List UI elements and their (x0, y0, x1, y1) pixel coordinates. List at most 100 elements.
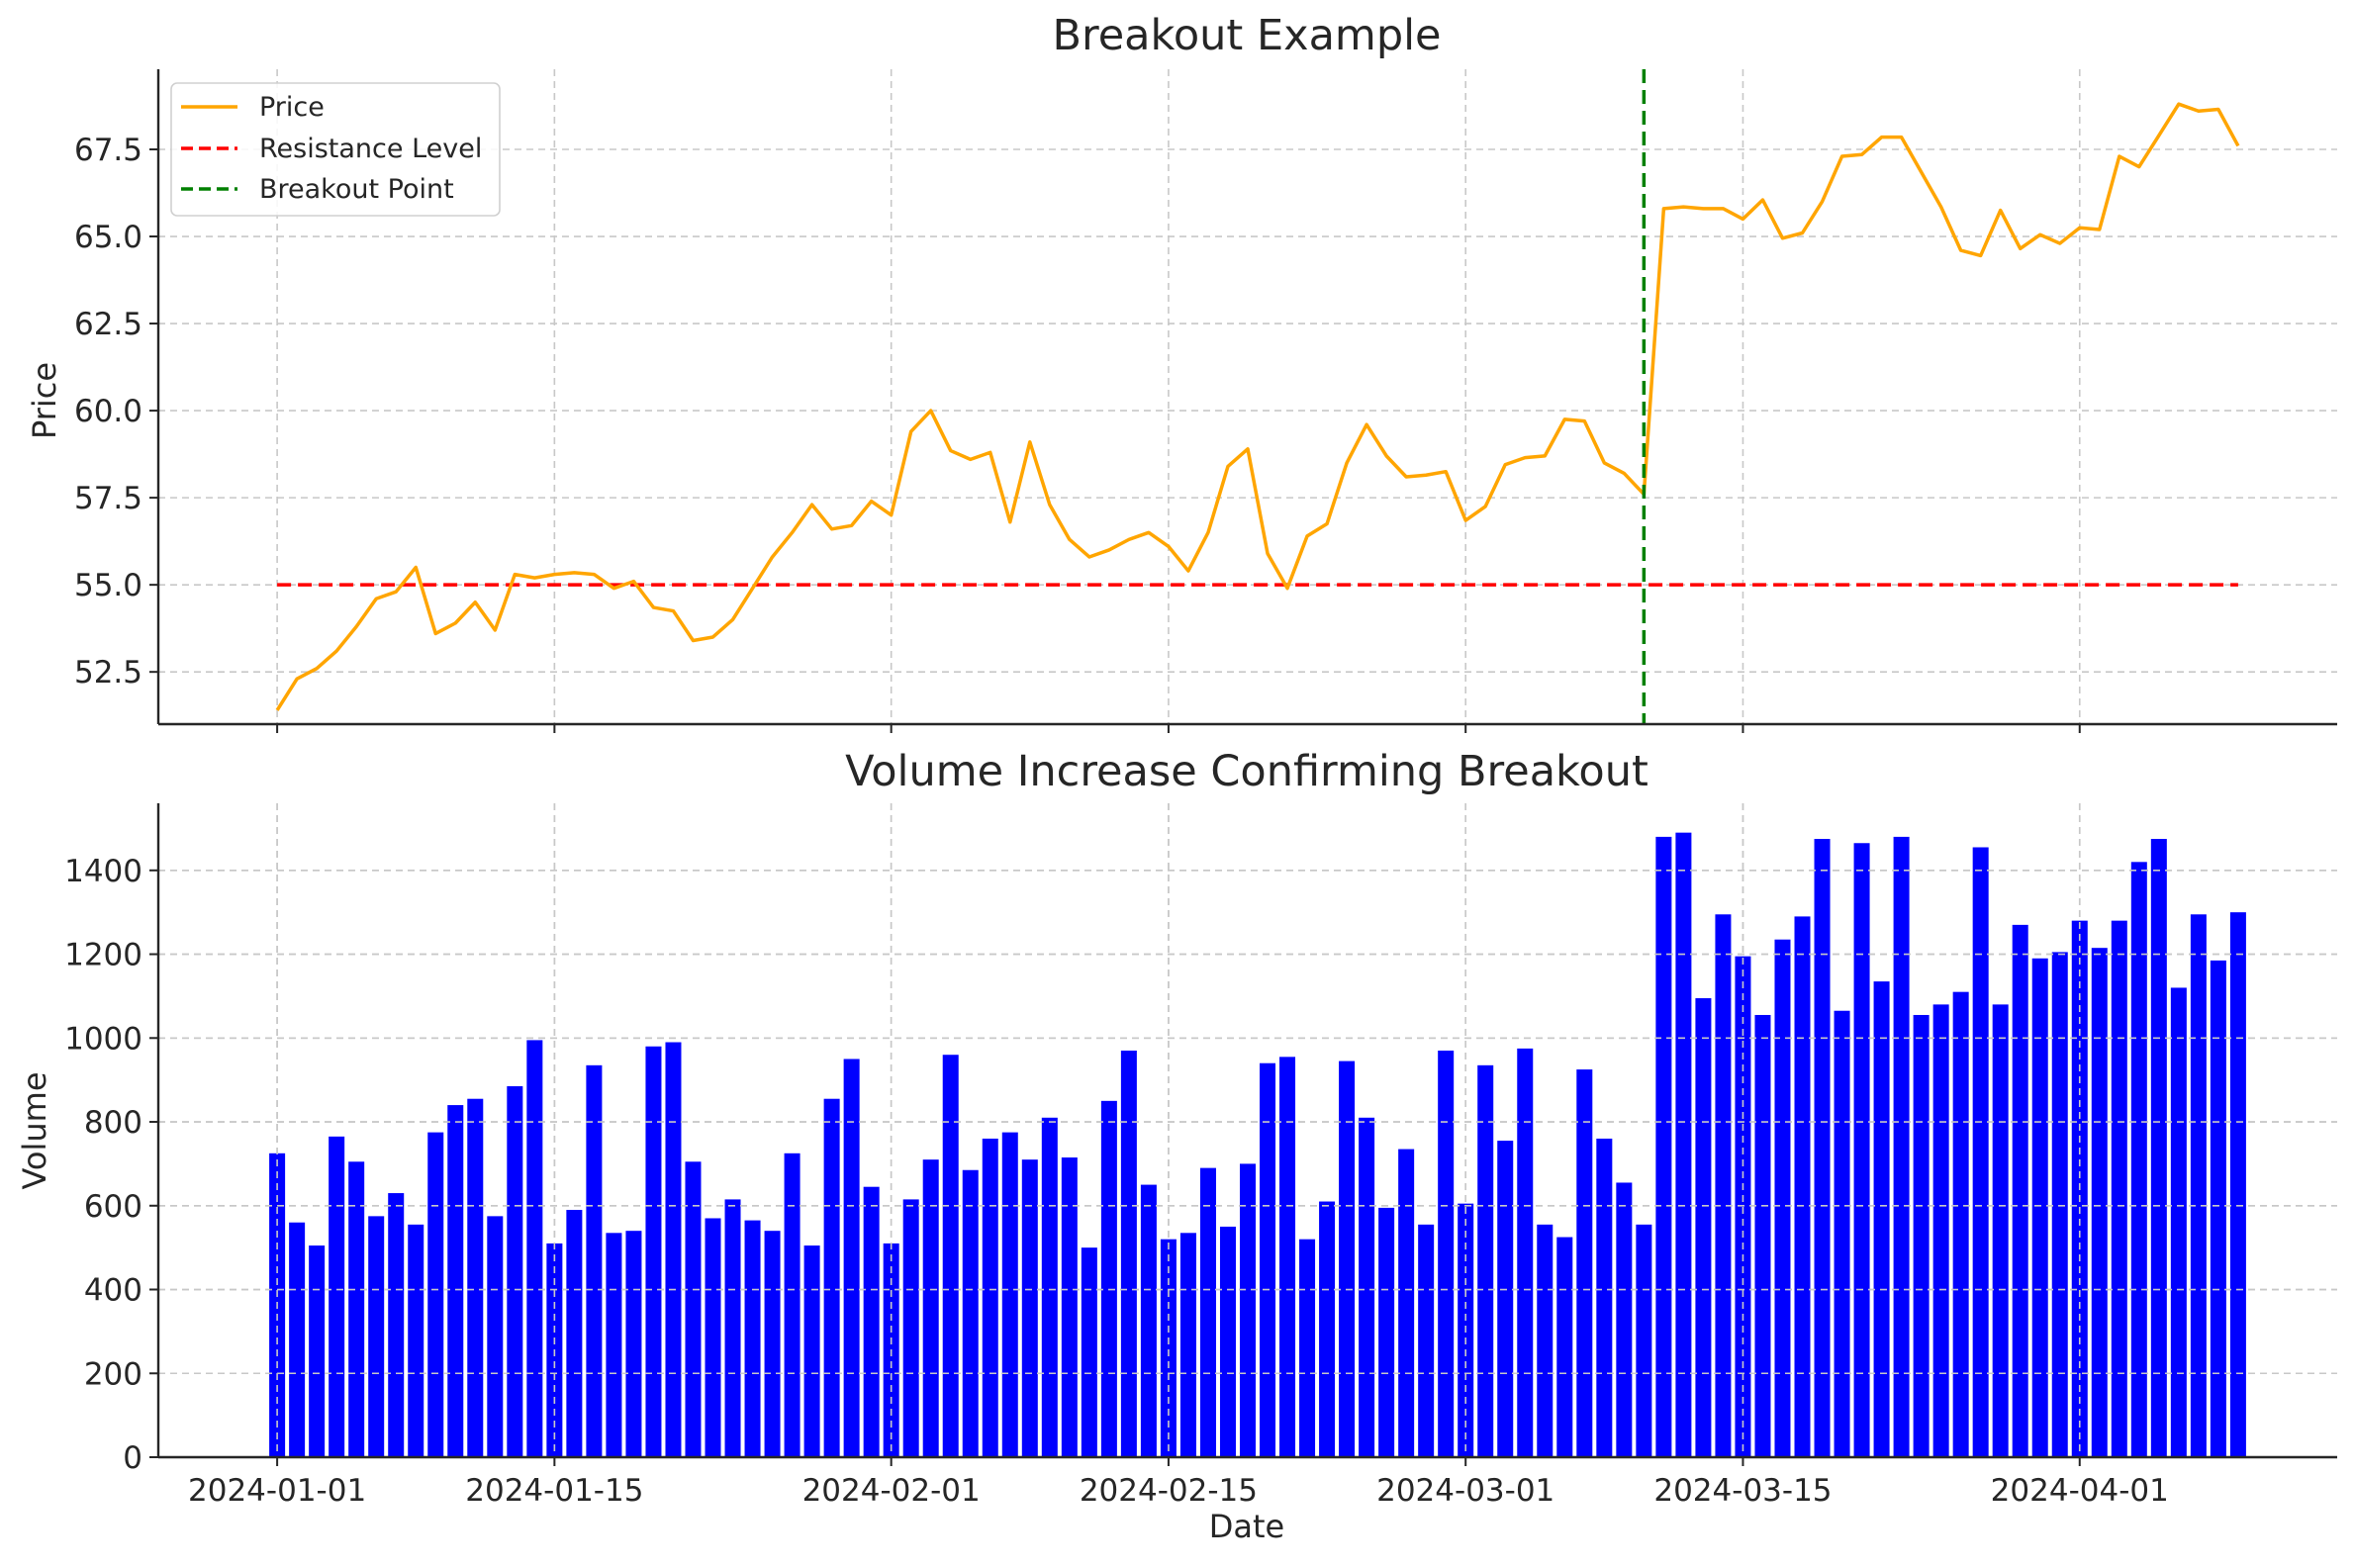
price-line (275, 102, 2240, 711)
volume-bar-74 (1735, 956, 1751, 1457)
legend-entry-breakout: Breakout Point (181, 174, 454, 205)
volume-bar-4 (348, 1161, 365, 1457)
price-axes (156, 69, 2337, 726)
volume-bar-33 (922, 1159, 939, 1457)
volume-bar-68 (1616, 1182, 1633, 1457)
volume-bar-63 (1517, 1048, 1534, 1458)
volume-bar-72 (1695, 998, 1712, 1457)
price-y-tick-label-3: 60.0 (74, 394, 142, 429)
volume-bar-48 (1219, 1226, 1236, 1457)
volume-x-tick-label-6: 2024-04-01 (1991, 1473, 2169, 1509)
price-y-axis-label: Price (26, 362, 63, 439)
volume-x-tick-label-1: 2024-01-15 (465, 1473, 643, 1509)
volume-bar-45 (1160, 1239, 1177, 1457)
volume-bar-98 (2210, 960, 2226, 1457)
volume-bar-24 (744, 1220, 761, 1457)
volume-bar-92 (2091, 948, 2108, 1457)
price-grid (158, 69, 2337, 724)
volume-bar-13 (526, 1040, 543, 1457)
price-y-tick-label-2: 57.5 (74, 481, 142, 516)
volume-x-ticks: 2024-01-01 2024-01-15 2024-02-01 2024-02-15… (188, 1457, 2169, 1509)
volume-bar-75 (1754, 1014, 1771, 1457)
volume-bar-99 (2229, 912, 2246, 1457)
volume-bar-9 (447, 1105, 464, 1457)
price-chart-title: Breakout Example (1052, 11, 1441, 60)
volume-y-tick-label-4: 800 (84, 1105, 142, 1141)
volume-bar-61 (1477, 1064, 1494, 1457)
volume-bar-70 (1655, 836, 1672, 1457)
volume-bar-17 (606, 1233, 622, 1457)
volume-bar-73 (1715, 914, 1732, 1457)
volume-bar-94 (2130, 862, 2147, 1457)
volume-bar-50 (1260, 1062, 1276, 1457)
volume-bar-46 (1179, 1233, 1196, 1457)
volume-y-tick-label-0: 0 (123, 1440, 142, 1476)
volume-bar-97 (2190, 914, 2207, 1457)
volume-bar-8 (427, 1132, 444, 1457)
volume-bar-65 (1556, 1237, 1573, 1457)
volume-bar-53 (1319, 1201, 1336, 1457)
price-y-tick-label-6: 67.5 (74, 133, 142, 168)
volume-bar-86 (1972, 847, 1989, 1457)
volume-bar-3 (329, 1136, 345, 1457)
price-y-ticks: 52.5 55.0 57.5 60.0 62.5 65.0 67.5 (74, 133, 158, 691)
volume-y-tick-label-2: 400 (84, 1273, 142, 1309)
volume-bar-16 (586, 1064, 603, 1457)
legend-frame (170, 82, 501, 217)
volume-bar-40 (1061, 1157, 1078, 1457)
volume-bar-2 (309, 1245, 326, 1457)
volume-bar-90 (2051, 952, 2068, 1457)
volume-bar-89 (2031, 958, 2048, 1457)
volume-bar-64 (1537, 1224, 1554, 1457)
volume-bar-18 (625, 1231, 642, 1457)
volume-bar-28 (823, 1098, 840, 1457)
volume-bar-43 (1120, 1050, 1137, 1457)
volume-bar-26 (784, 1153, 800, 1457)
volume-bar-5 (368, 1216, 385, 1457)
volume-bar-39 (1041, 1117, 1058, 1457)
volume-bar-44 (1140, 1184, 1157, 1457)
volume-bar-95 (2150, 839, 2167, 1457)
volume-bar-76 (1774, 939, 1791, 1457)
volume-bar-23 (724, 1199, 741, 1457)
volume-bar-82 (1893, 836, 1910, 1457)
volume-bar-34 (942, 1055, 959, 1457)
volume-bar-78 (1814, 839, 1831, 1457)
volume-bar-67 (1596, 1138, 1613, 1457)
volume-bar-57 (1398, 1149, 1415, 1457)
volume-bar-93 (2111, 920, 2127, 1457)
volume-bar-71 (1675, 832, 1692, 1457)
volume-bars (269, 832, 2246, 1458)
volume-bar-22 (705, 1218, 721, 1457)
volume-x-tick-label-0: 2024-01-01 (188, 1473, 366, 1509)
legend-label-breakout: Breakout Point (259, 174, 454, 205)
volume-bar-87 (1992, 1004, 2009, 1457)
price-line-layer (275, 102, 2240, 711)
volume-bar-41 (1081, 1247, 1097, 1457)
volume-bar-29 (843, 1059, 860, 1457)
legend-label-price: Price (259, 92, 325, 123)
volume-bar-96 (2170, 987, 2187, 1457)
volume-bar-6 (388, 1193, 405, 1457)
price-y-tick-label-1: 55.0 (74, 568, 142, 603)
price-y-tick-label-5: 65.0 (74, 220, 142, 255)
volume-bar-15 (566, 1210, 583, 1457)
legend-entry-resistance: Resistance Level (181, 134, 482, 164)
volume-bar-37 (1001, 1132, 1018, 1457)
volume-bar-69 (1636, 1224, 1652, 1457)
volume-x-tick-label-4: 2024-03-01 (1376, 1473, 1554, 1509)
volume-bar-84 (1932, 1004, 1949, 1457)
volume-bar-42 (1100, 1100, 1117, 1457)
volume-bar-1 (289, 1222, 306, 1457)
volume-bar-30 (863, 1186, 880, 1457)
legend-label-resistance: Resistance Level (259, 134, 482, 164)
volume-x-tick-label-3: 2024-02-15 (1080, 1473, 1258, 1509)
volume-x-axis-label: Date (1209, 1508, 1284, 1545)
volume-bar-77 (1794, 916, 1811, 1457)
volume-bar-81 (1873, 981, 1890, 1457)
volume-bar-25 (764, 1231, 781, 1457)
price-panel: 52.5 55.0 57.5 60.0 62.5 65.0 67.5 Breakout Ex… (26, 11, 2337, 733)
